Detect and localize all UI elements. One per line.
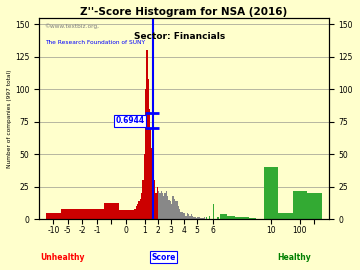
Bar [167,196,168,220]
Bar [228,215,235,220]
Bar [119,210,133,220]
Bar [155,193,157,220]
Bar [90,209,104,220]
Bar [189,215,190,220]
Bar [217,217,219,220]
Text: Healthy: Healthy [277,253,311,262]
Bar [235,217,242,220]
Text: 0.6944: 0.6944 [116,116,145,125]
Bar [163,196,165,220]
Bar [170,201,171,220]
Bar [175,201,176,220]
Bar [104,202,119,220]
Bar [159,193,161,220]
Bar [174,199,175,220]
Bar [146,50,148,220]
Bar [157,187,158,220]
Bar [162,193,163,220]
Bar [75,209,90,220]
Bar [249,218,256,220]
Bar [193,217,194,220]
Bar [149,109,150,220]
Bar [145,89,146,220]
Title: Z''-Score Histogram for NSA (2016): Z''-Score Histogram for NSA (2016) [80,7,288,17]
Bar [185,215,186,220]
Bar [166,191,167,220]
Bar [144,154,145,220]
Bar [137,204,138,220]
Bar [165,193,166,220]
Text: Unhealthy: Unhealthy [40,253,84,262]
Bar [264,167,278,220]
Bar [188,214,189,220]
Bar [133,210,135,220]
Bar [200,218,201,220]
Bar [183,213,184,220]
Bar [190,214,192,220]
Bar [148,79,149,220]
Bar [242,217,249,220]
Bar [154,180,155,220]
Bar [204,217,205,220]
Bar [307,193,321,220]
Bar [180,212,181,220]
Text: The Research Foundation of SUNY: The Research Foundation of SUNY [45,40,145,45]
Bar [138,201,140,220]
Bar [150,128,152,220]
Bar [213,204,214,220]
Bar [208,215,210,220]
Bar [177,207,179,220]
Bar [179,209,180,220]
Bar [184,213,185,220]
Bar [220,214,228,220]
Bar [153,161,154,220]
Bar [192,215,193,220]
Bar [136,207,137,220]
Bar [293,191,307,220]
Bar [46,213,61,220]
Bar [202,218,204,220]
Bar [168,200,170,220]
Bar [198,217,200,220]
Bar [141,193,142,220]
Bar [176,201,177,220]
Bar [186,213,188,220]
Bar [161,191,162,220]
Bar [196,218,197,220]
Y-axis label: Number of companies (997 total): Number of companies (997 total) [7,69,12,168]
Bar [201,218,202,220]
Bar [278,213,293,220]
Bar [206,217,207,220]
Bar [197,217,198,220]
Bar [172,196,174,220]
Bar [142,180,144,220]
Bar [194,217,196,220]
Bar [158,191,159,220]
Text: Sector: Financials: Sector: Financials [134,32,226,41]
Bar [181,212,183,220]
Bar [171,204,172,220]
Bar [140,199,141,220]
Text: ©www.textbiz.org,: ©www.textbiz.org, [45,24,100,29]
Text: Score: Score [152,253,176,262]
Bar [152,148,153,220]
Bar [135,209,136,220]
Bar [61,209,75,220]
